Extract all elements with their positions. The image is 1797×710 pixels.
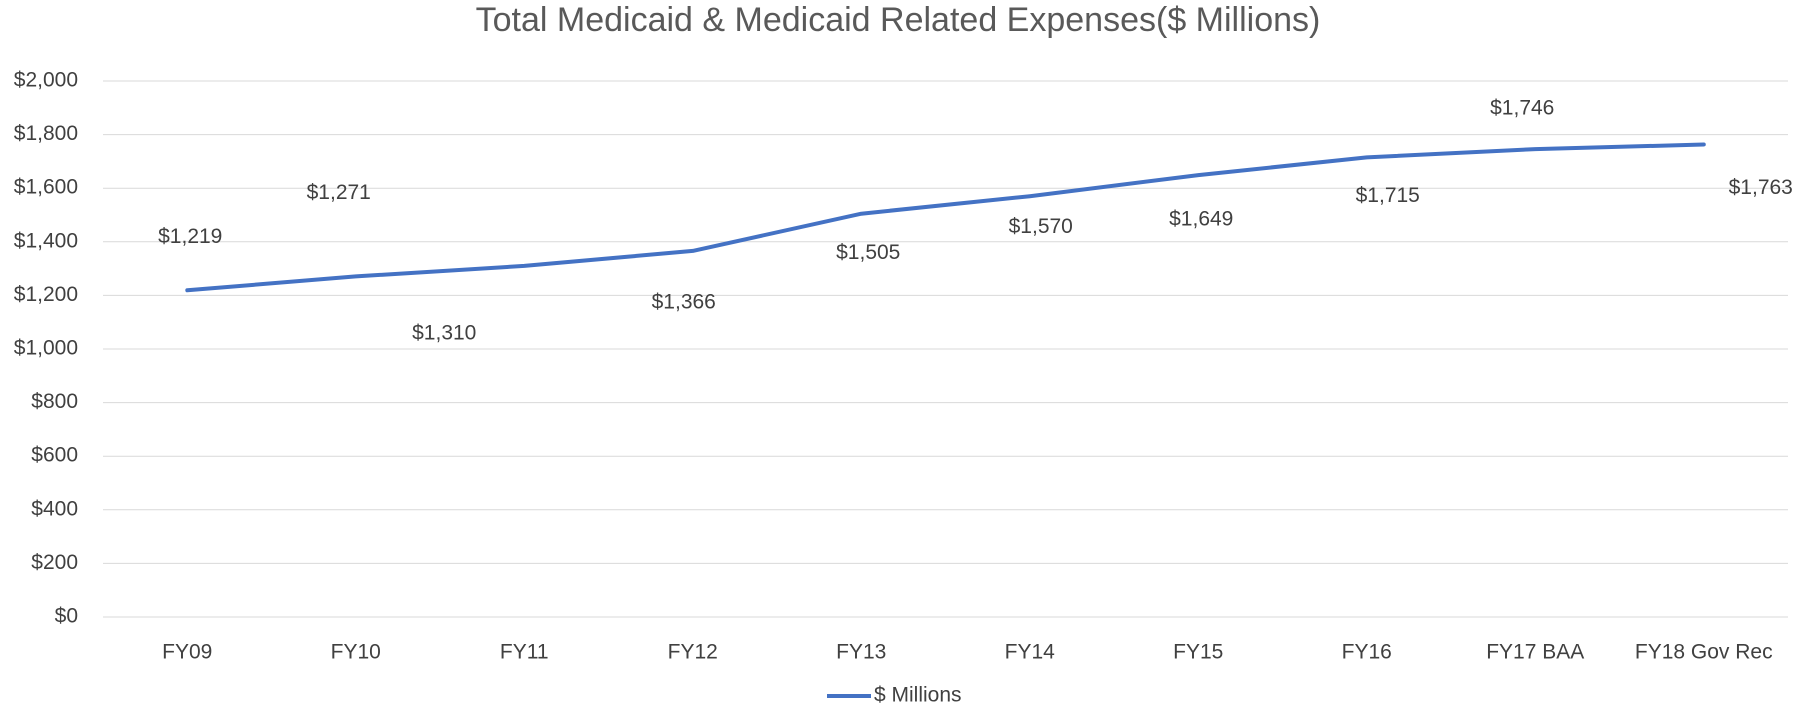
chart-title: Total Medicaid & Medicaid Related Expens… xyxy=(476,1,1321,39)
y-tick-label: $0 xyxy=(55,605,78,628)
y-tick-label: $1,200 xyxy=(14,283,78,306)
y-tick-label: $400 xyxy=(31,497,78,520)
x-tick-label: FY18 Gov Rec xyxy=(1635,641,1773,664)
y-tick-label: $800 xyxy=(31,390,78,413)
x-tick-label: FY13 xyxy=(836,641,886,664)
y-tick-label: $1,400 xyxy=(14,229,78,252)
y-tick-label: $200 xyxy=(31,551,78,574)
x-tick-label: FY17 BAA xyxy=(1486,641,1584,664)
y-tick-label: $1,600 xyxy=(14,176,78,199)
data-label: $1,715 xyxy=(1356,184,1420,207)
data-label: $1,763 xyxy=(1729,176,1793,199)
x-tick-label: FY16 xyxy=(1342,641,1392,664)
x-tick-label: FY11 xyxy=(500,641,549,664)
y-tick-label: $600 xyxy=(31,444,78,467)
data-label: $1,219 xyxy=(158,225,222,248)
x-tick-label: FY15 xyxy=(1173,641,1223,664)
x-tick-label: FY09 xyxy=(162,641,212,664)
x-tick-label: FY14 xyxy=(1005,641,1056,664)
data-label: $1,271 xyxy=(307,181,371,204)
y-tick-label: $1,800 xyxy=(14,122,78,145)
x-tick-label: FY12 xyxy=(668,641,718,664)
y-tick-label: $2,000 xyxy=(14,69,78,92)
data-label: $1,310 xyxy=(412,321,476,344)
data-label: $1,570 xyxy=(1009,215,1073,238)
series-line xyxy=(185,142,1706,293)
data-label: $1,505 xyxy=(836,241,900,264)
data-label: $1,649 xyxy=(1169,208,1233,231)
legend-label: $ Millions xyxy=(874,684,962,707)
y-tick-label: $1,000 xyxy=(14,337,78,360)
data-label: $1,746 xyxy=(1490,97,1554,120)
x-tick-label: FY10 xyxy=(331,641,381,664)
data-label: $1,366 xyxy=(652,290,716,313)
